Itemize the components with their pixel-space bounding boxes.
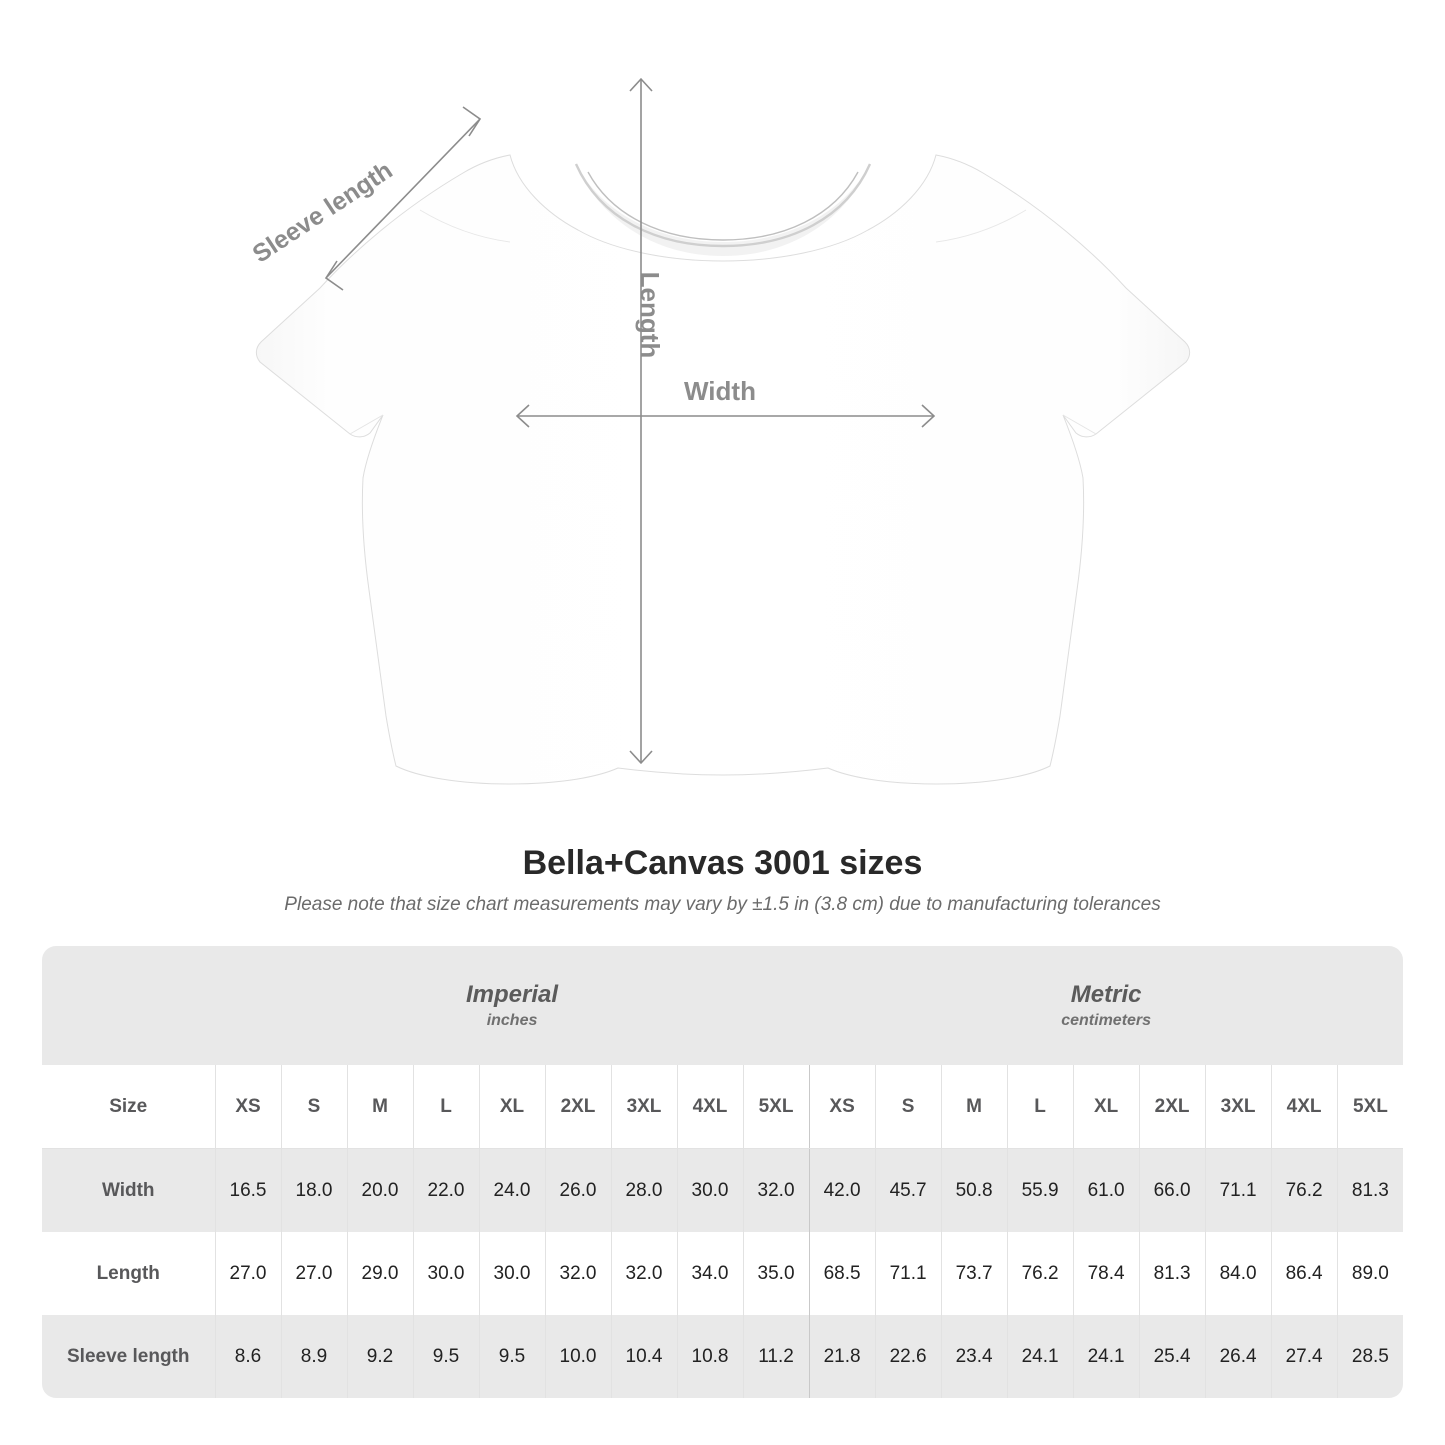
svg-text:Length: Length [635,272,665,359]
svg-text:Width: Width [684,376,756,406]
